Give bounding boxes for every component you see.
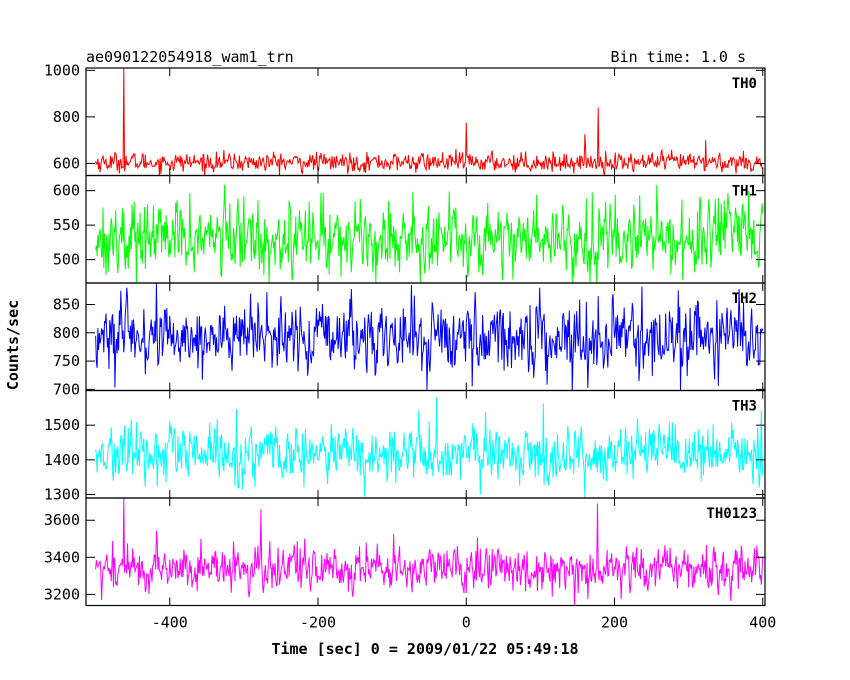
series-line-th0 (95, 67, 763, 176)
x-tick-label: 400 (749, 614, 776, 632)
y-tick-label: 550 (53, 216, 80, 234)
series-line-th2 (95, 282, 764, 391)
x-tick-label: 0 (462, 614, 471, 632)
y-tick-label: 1500 (44, 416, 80, 434)
panel-label-th3: TH3 (732, 399, 757, 415)
panels-group: 600 800 1000 TH0 500 550 600 TH1 700 750 800 850 TH2… (44, 61, 766, 607)
y-tick-label: 800 (53, 324, 80, 342)
panel-frame-th0123 (85, 497, 766, 607)
series-line-th0123 (95, 497, 764, 606)
y-tick-label: 500 (53, 251, 80, 269)
y-tick-label: 600 (53, 182, 80, 200)
y-tick-label: 600 (53, 154, 80, 172)
chart-header-left: ae090122054918_wam1_trn (86, 48, 294, 66)
x-tick-label: -400 (152, 614, 188, 632)
panel-label-th0: TH0 (732, 76, 757, 92)
y-tick-label: 750 (53, 352, 80, 370)
y-tick-label: 3400 (44, 548, 80, 566)
y-tick-label: 3600 (44, 511, 80, 529)
y-tick-label: 1000 (44, 61, 80, 79)
panel-label-th0123: TH0123 (706, 506, 757, 522)
y-tick-label: 700 (53, 380, 80, 398)
y-tick-label: 800 (53, 108, 80, 126)
y-axis-label: Counts/sec (4, 300, 22, 390)
series-line-th1 (95, 184, 764, 284)
x-tick-label: 200 (601, 614, 628, 632)
y-tick-label: 850 (53, 296, 80, 314)
series-line-th3 (95, 397, 764, 499)
x-axis: -400 -200 0 200 400 (152, 614, 777, 632)
y-tick-label: 3200 (44, 585, 80, 603)
panel-label-th1: TH1 (732, 184, 757, 200)
y-tick-label: 1300 (44, 486, 80, 504)
panel-label-th2: TH2 (732, 291, 757, 307)
chart-header-right: Bin time: 1.0 s (611, 48, 746, 66)
x-tick-label: -200 (300, 614, 336, 632)
x-axis-label: Time [sec] 0 = 2009/01/22 05:49:18 (271, 640, 578, 658)
y-tick-label: 1400 (44, 451, 80, 469)
